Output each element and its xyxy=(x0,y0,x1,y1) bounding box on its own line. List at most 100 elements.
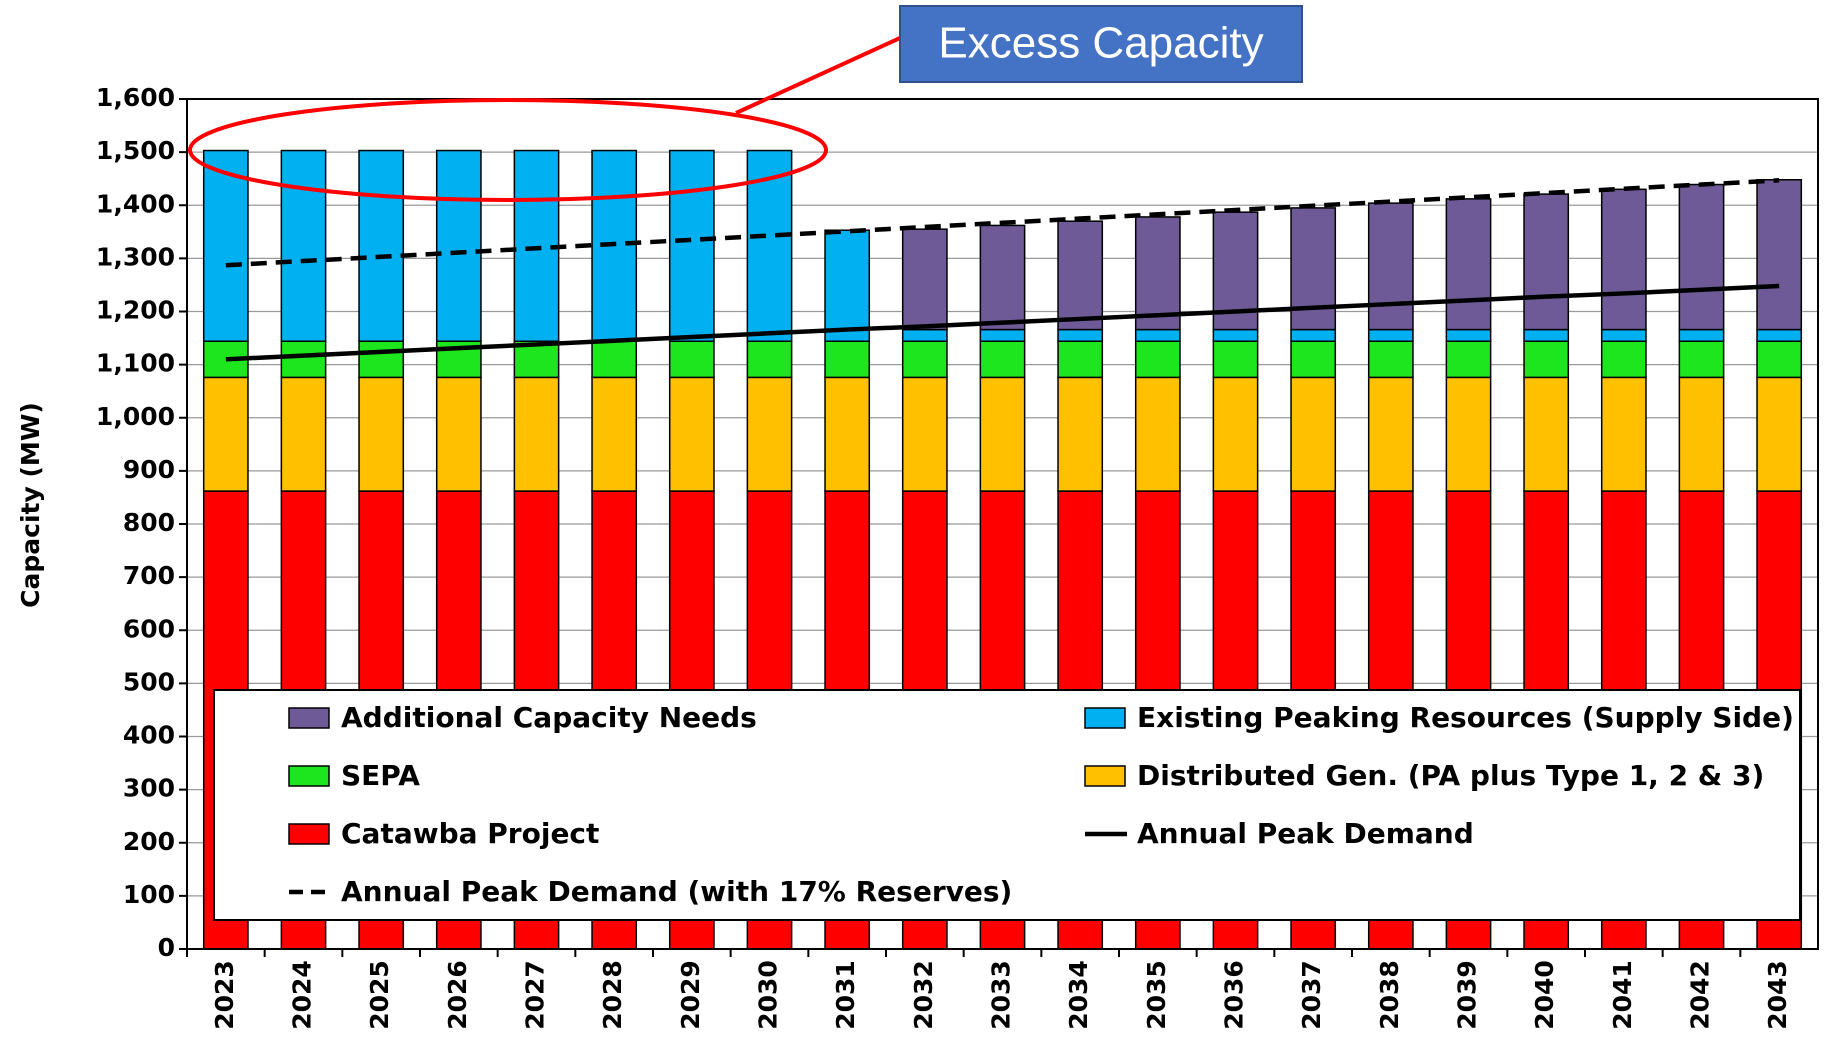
legend-label: Distributed Gen. (PA plus Type 1, 2 & 3) xyxy=(1137,759,1764,792)
bar-segment xyxy=(1523,193,1570,331)
bar-segment xyxy=(1212,376,1259,492)
legend-swatch xyxy=(288,823,330,845)
x-tick-label: 2031 xyxy=(831,960,860,1030)
bar-segment xyxy=(1134,340,1181,379)
x-tick-label: 2043 xyxy=(1763,960,1792,1030)
bar-segment xyxy=(435,376,482,492)
legend-swatch xyxy=(288,707,330,729)
y-tick-label: 1,600 xyxy=(96,83,175,112)
line xyxy=(225,178,1780,268)
bar-segment xyxy=(824,376,871,492)
bar-segment xyxy=(979,376,1026,492)
legend-label: Additional Capacity Needs xyxy=(341,701,757,734)
bar-segment xyxy=(1445,376,1492,492)
bar-segment xyxy=(979,224,1026,331)
bar-segment xyxy=(979,340,1026,379)
bar-segment xyxy=(1523,376,1570,492)
bar-segment xyxy=(901,228,948,331)
bar-segment xyxy=(1678,376,1725,492)
bar-segment xyxy=(1445,198,1492,331)
bar-segment xyxy=(1290,376,1337,492)
bar-segment xyxy=(280,376,327,492)
y-tick-label: 800 xyxy=(123,508,175,537)
x-tick-label: 2023 xyxy=(210,960,239,1030)
bar-segment xyxy=(1212,328,1259,342)
y-tick-label: 1,200 xyxy=(96,296,175,325)
bar-segment xyxy=(202,149,249,342)
x-tick-label: 2037 xyxy=(1297,960,1326,1030)
line xyxy=(225,283,1780,362)
bar-segment xyxy=(358,149,405,342)
y-tick-label: 100 xyxy=(123,880,175,909)
bar-segment xyxy=(1678,340,1725,379)
x-tick-label: 2033 xyxy=(987,960,1016,1030)
y-tick-label: 900 xyxy=(123,455,175,484)
y-axis-label: Capacity (MW) xyxy=(16,402,45,608)
bar-segment xyxy=(901,340,948,379)
y-tick-label: 700 xyxy=(123,561,175,590)
bar-segment xyxy=(358,340,405,379)
bar-segment xyxy=(435,149,482,342)
bar-segment xyxy=(1367,328,1414,342)
bar-segment xyxy=(1290,328,1337,342)
legend-label: Annual Peak Demand (with 17% Reserves) xyxy=(341,875,1012,908)
bar-segment xyxy=(202,376,249,492)
x-tick-label: 2029 xyxy=(676,960,705,1030)
x-tick-label: 2034 xyxy=(1064,960,1093,1030)
bar-segment xyxy=(824,229,871,342)
bar-segment xyxy=(1523,328,1570,342)
bar-segment xyxy=(1756,376,1803,492)
bar-segment xyxy=(979,328,1026,342)
bar-segment xyxy=(1134,216,1181,331)
bar-segment xyxy=(901,328,948,342)
legend-swatch xyxy=(288,765,330,787)
y-tick-label: 1,000 xyxy=(96,402,175,431)
bar-segment xyxy=(901,376,948,492)
bar-segment xyxy=(1523,340,1570,379)
bar-segment xyxy=(824,340,871,379)
legend-swatch xyxy=(1084,765,1126,787)
x-tick-label: 2030 xyxy=(754,960,783,1030)
bar-segment xyxy=(1290,340,1337,379)
x-tick-label: 2032 xyxy=(909,960,938,1030)
bar-segment xyxy=(668,149,715,342)
x-tick-label: 2026 xyxy=(443,960,472,1030)
bar-segment xyxy=(746,340,793,379)
bar-segment xyxy=(1445,328,1492,342)
x-tick-label: 2039 xyxy=(1453,960,1482,1030)
y-tick-label: 400 xyxy=(123,721,175,750)
bar-segment xyxy=(591,376,638,492)
bar-segment xyxy=(1678,328,1725,342)
bar-segment xyxy=(1134,328,1181,342)
x-tick-label: 2041 xyxy=(1608,960,1637,1030)
bar-segment xyxy=(280,149,327,342)
legend-label: Existing Peaking Resources (Supply Side) xyxy=(1137,701,1794,734)
bar-segment xyxy=(1367,202,1414,331)
x-tick-label: 2035 xyxy=(1142,960,1171,1030)
bar-segment xyxy=(1134,376,1181,492)
annotation: Excess Capacity xyxy=(938,19,1263,68)
x-tick-label: 2024 xyxy=(288,960,317,1030)
y-tick-label: 1,400 xyxy=(96,189,175,218)
bar-segment xyxy=(1600,376,1647,492)
x-tick-label: 2038 xyxy=(1375,960,1404,1030)
bar-segment xyxy=(513,376,560,492)
bar-segment xyxy=(1212,340,1259,379)
y-tick-label: 1,300 xyxy=(96,242,175,271)
annotation-box xyxy=(899,5,1303,83)
x-tick-label: 2042 xyxy=(1686,960,1715,1030)
bar-segment xyxy=(1057,220,1104,331)
bar-segment xyxy=(1756,340,1803,379)
bar-segment xyxy=(1756,179,1803,331)
bar-segment xyxy=(591,340,638,379)
bar-segment xyxy=(1290,207,1337,331)
y-tick-label: 200 xyxy=(123,827,175,856)
y-tick-label: 600 xyxy=(123,614,175,643)
x-tick-label: 2036 xyxy=(1220,960,1249,1030)
legend-label: Annual Peak Demand xyxy=(1137,817,1474,850)
plot-frame xyxy=(186,98,1819,950)
bar-segment xyxy=(1678,183,1725,331)
bar-segment xyxy=(1600,188,1647,331)
bar-segment xyxy=(1367,340,1414,379)
x-tick-label: 2040 xyxy=(1530,960,1559,1030)
